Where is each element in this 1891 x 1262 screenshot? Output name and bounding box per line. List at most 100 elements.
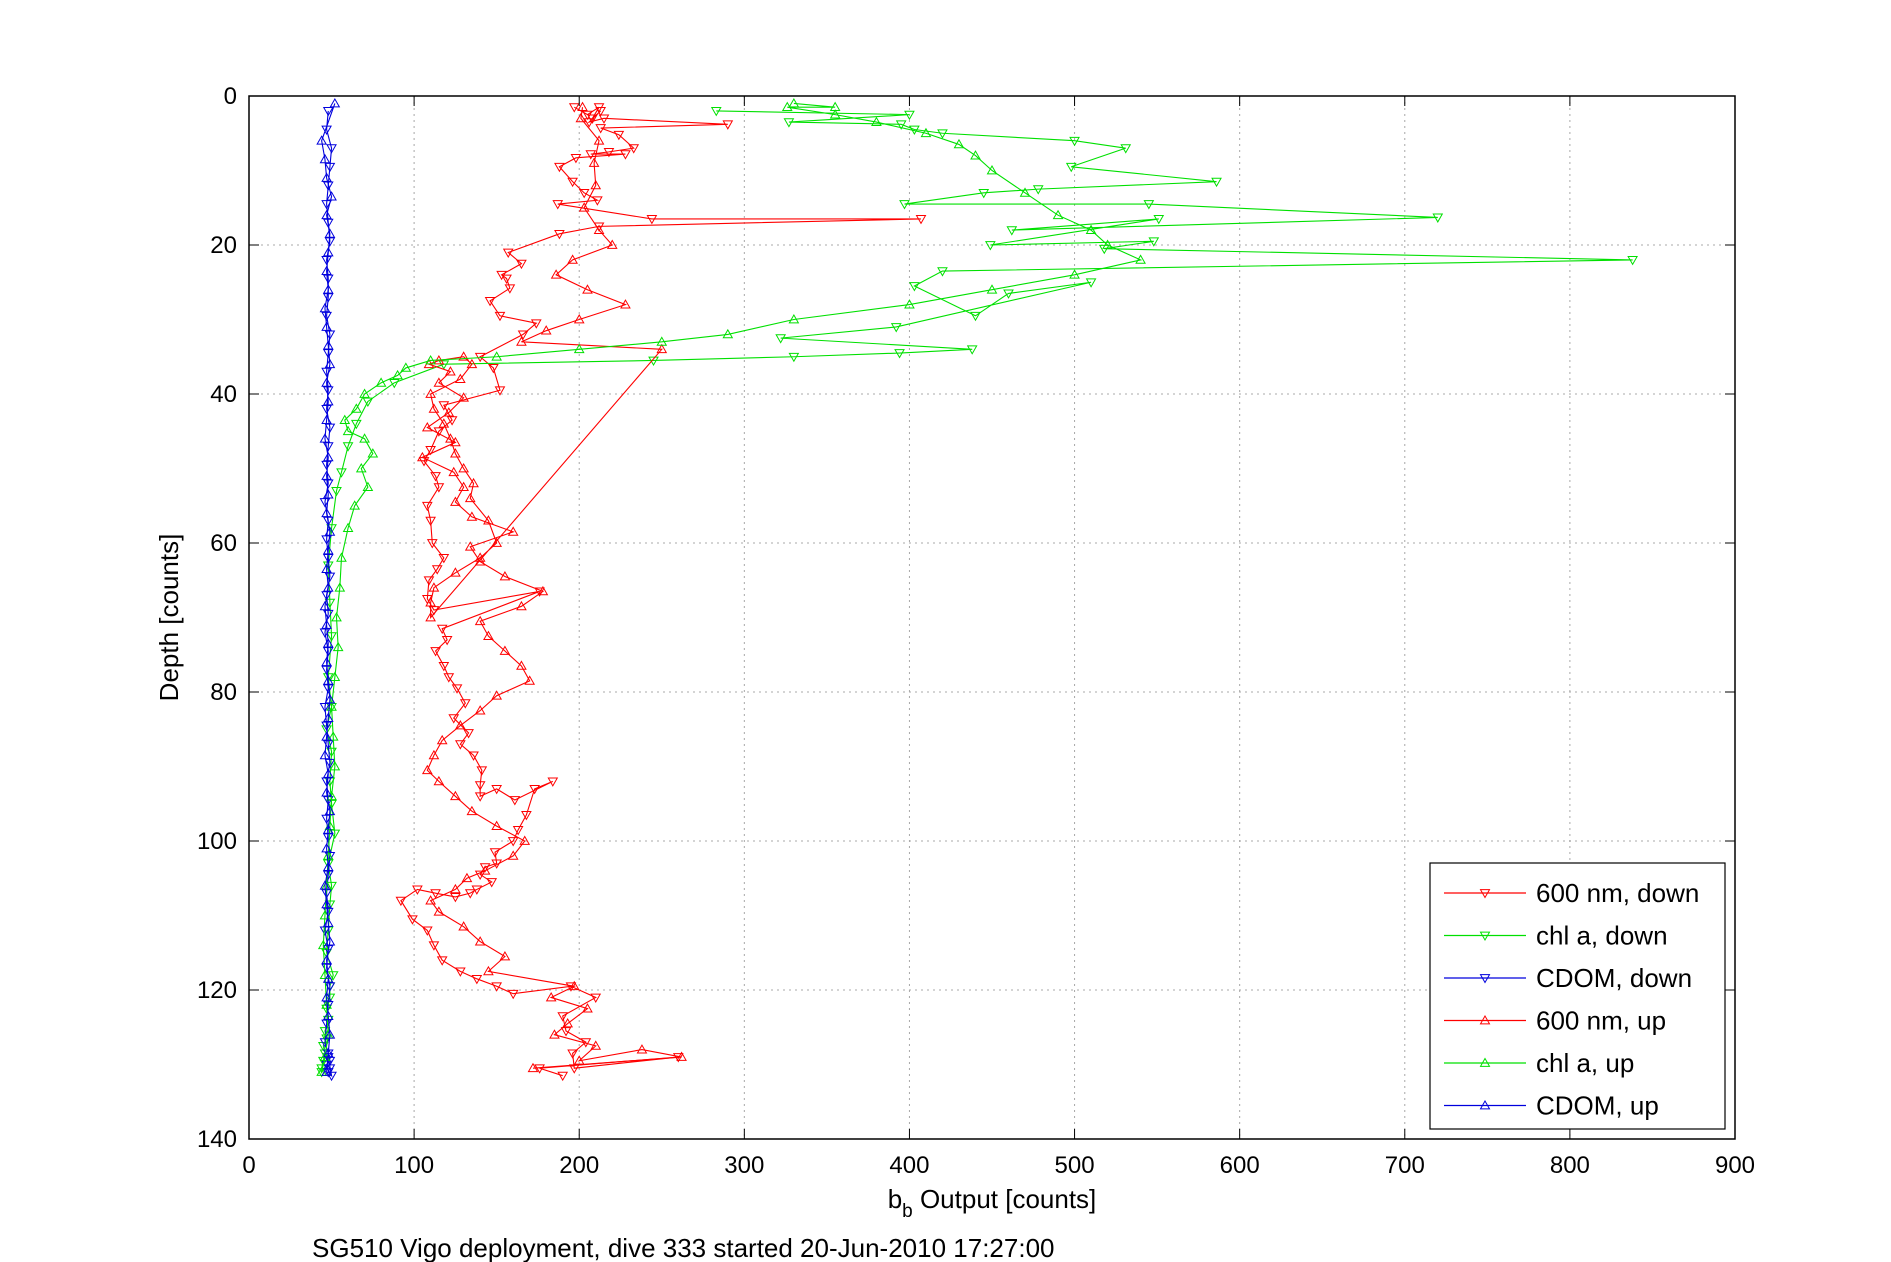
data-point: [494, 311, 506, 322]
data-point: [322, 1001, 334, 1011]
data-point: [474, 552, 486, 562]
data-point: [336, 552, 347, 562]
data-point: [336, 468, 347, 478]
data-point: [454, 967, 466, 977]
data-point: [590, 1040, 602, 1050]
data-point: [1069, 136, 1080, 147]
data-point: [1003, 289, 1014, 299]
data-point: [407, 915, 418, 925]
data-point: [433, 483, 445, 493]
data-point: [474, 870, 486, 881]
y-tick-label: 80: [210, 679, 237, 706]
legend-entry: chl a, down: [1444, 921, 1668, 951]
data-point: [425, 354, 436, 365]
data-point: [978, 188, 990, 199]
data-point: [321, 563, 332, 573]
data-point: [557, 1012, 569, 1022]
data-point: [466, 358, 478, 369]
data-point: [436, 956, 448, 966]
x-tick-label: 0: [242, 1152, 255, 1179]
data-point: [937, 129, 948, 139]
data-point: [450, 893, 461, 903]
data-point: [359, 433, 370, 443]
data-point: [350, 419, 362, 430]
data-point: [324, 805, 336, 816]
data-point: [421, 501, 433, 512]
data-point: [479, 863, 491, 873]
data-point: [322, 293, 334, 303]
data-point: [646, 215, 658, 225]
data-point: [454, 373, 466, 383]
data-point: [430, 889, 441, 899]
legend-label: CDOM, up: [1536, 1091, 1659, 1121]
data-point: [499, 645, 511, 655]
y-axis-label: Depth [counts]: [154, 534, 184, 702]
data-point: [484, 297, 496, 307]
x-axis-label-rest: Output [counts]: [913, 1184, 1097, 1214]
data-point: [507, 850, 519, 860]
data-point: [355, 462, 367, 473]
data-point: [573, 313, 585, 324]
data-point: [433, 377, 445, 387]
data-point: [530, 319, 542, 329]
data-point: [331, 486, 342, 497]
data-point: [454, 720, 466, 730]
data-point: [516, 336, 527, 346]
data-point: [322, 582, 334, 592]
data-point: [425, 516, 436, 527]
data-point: [362, 397, 374, 407]
data-point: [554, 229, 565, 240]
data-point: [451, 684, 463, 694]
data-point: [321, 721, 332, 732]
data-point: [324, 228, 336, 238]
data-point: [433, 906, 445, 916]
data-point: [362, 481, 374, 491]
data-point: [507, 989, 519, 1000]
plot-area: [316, 97, 1638, 1082]
data-point: [332, 641, 344, 652]
data-point: [783, 118, 795, 128]
data-point: [1019, 187, 1031, 197]
data-point: [322, 107, 334, 117]
data-point: [430, 472, 441, 482]
data-point: [321, 954, 332, 965]
data-point: [319, 969, 331, 979]
series-line: [321, 110, 1633, 1072]
data-point: [568, 103, 580, 113]
legend-label: chl a, up: [1536, 1048, 1634, 1078]
data-point: [829, 109, 841, 119]
data-point: [788, 313, 800, 324]
data-point: [322, 870, 334, 881]
data-point: [468, 477, 479, 488]
data-point: [321, 470, 332, 480]
legend-label: 600 nm, down: [1536, 878, 1699, 908]
x-tick-label: 200: [559, 1152, 599, 1179]
data-point: [499, 571, 511, 581]
data-point: [322, 386, 334, 396]
data-point: [421, 422, 433, 432]
data-point: [829, 101, 841, 112]
x-tick-label: 300: [724, 1152, 764, 1179]
data-point: [321, 991, 332, 1002]
data-point: [367, 448, 379, 458]
x-axis-label-subscript: b: [902, 1201, 913, 1222]
data-point: [322, 861, 334, 871]
data-point: [322, 544, 334, 555]
data-point: [554, 162, 565, 173]
legend-box: [1429, 862, 1726, 1130]
data-point: [324, 526, 336, 536]
data-point: [920, 127, 932, 138]
data-point: [428, 749, 440, 760]
data-point: [458, 462, 470, 473]
data-point: [425, 388, 436, 398]
data-point: [324, 358, 336, 369]
data-point: [722, 120, 734, 130]
data-point: [359, 388, 370, 398]
data-point: [474, 792, 486, 802]
data-point: [458, 351, 470, 361]
data-point: [904, 110, 915, 121]
data-point: [890, 323, 902, 333]
data-point: [316, 135, 328, 145]
data-point: [322, 673, 334, 683]
